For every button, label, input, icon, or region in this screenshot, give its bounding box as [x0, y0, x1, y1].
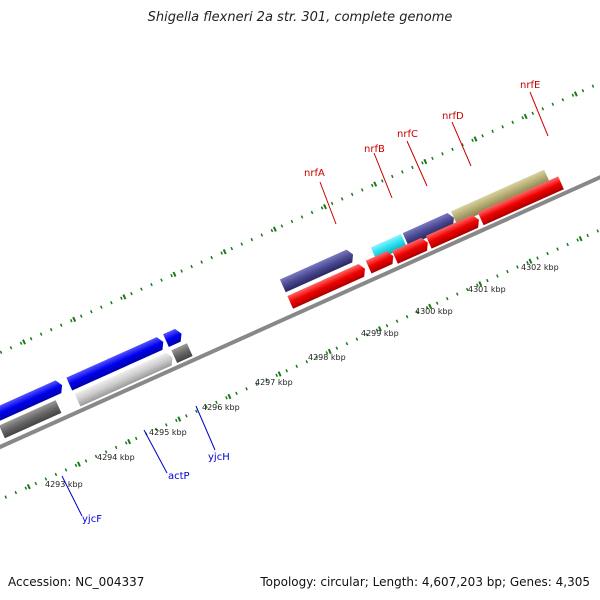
- blue-feature-1[interactable]: [0, 379, 65, 426]
- red-feature-2[interactable]: [365, 250, 396, 274]
- gene-label-nrfC[interactable]: nrfC: [397, 129, 418, 140]
- scale-label: 4295 kbp: [149, 428, 187, 437]
- genome-summary-text: Topology: circular; Length: 4,607,203 bp…: [260, 575, 590, 589]
- actP-feature[interactable]: [74, 351, 176, 407]
- tick-row-outer: [0, 72, 600, 395]
- red-feature-3[interactable]: [392, 236, 431, 264]
- tick-row-outer-major: [0, 71, 600, 396]
- map-title: Shigella flexneri 2a str. 301, complete …: [147, 10, 453, 25]
- gene-label-yjcH[interactable]: yjcH: [208, 452, 230, 463]
- scale-label: 4298 kbp: [308, 353, 346, 362]
- yjcF-feature[interactable]: [0, 400, 62, 439]
- gene-leaders: [61, 91, 549, 517]
- nrfC-feature-cyan[interactable]: [370, 233, 407, 261]
- scale-label: 4294 kbp: [97, 453, 135, 462]
- nrfD-feature[interactable]: [402, 211, 457, 246]
- scale-label: 4300 kbp: [415, 307, 453, 316]
- gene-label-actP[interactable]: actP: [168, 471, 190, 482]
- tick-row-inner-major: [0, 193, 600, 518]
- gene-label-nrfB[interactable]: nrfB: [364, 144, 385, 155]
- red-feature-5[interactable]: [477, 176, 564, 226]
- gene-label-nrfE[interactable]: nrfE: [520, 80, 540, 91]
- gene-labels: nrfA nrfB nrfC nrfD nrfE yjcF actP yjcH: [82, 80, 540, 525]
- nrfA-feature[interactable]: [279, 248, 356, 293]
- gene-label-nrfD[interactable]: nrfD: [442, 111, 464, 122]
- scale-label: 4299 kbp: [361, 329, 399, 338]
- genome-backbone: [0, 150, 600, 474]
- red-feature-4[interactable]: [425, 213, 482, 249]
- gene-label-yjcF[interactable]: yjcF: [82, 514, 102, 525]
- nrfE-feature[interactable]: [451, 169, 550, 225]
- scale-label: 4293 kbp: [45, 480, 83, 489]
- accession-text: Accession: NC_004337: [8, 575, 145, 589]
- gene-label-nrfA[interactable]: nrfA: [304, 168, 325, 179]
- scale-label: 4301 kbp: [468, 285, 506, 294]
- red-feature-1[interactable]: [287, 262, 368, 309]
- scale-label: 4296 kbp: [202, 403, 240, 412]
- scale-label: 4297 kbp: [255, 378, 293, 387]
- scale-labels: 4293 kbp 4294 kbp 4295 kbp 4296 kbp 4297…: [45, 263, 559, 489]
- tick-row-inner: [0, 194, 600, 517]
- yjcH-feature[interactable]: [171, 343, 193, 364]
- scale-label: 4302 kbp: [521, 263, 559, 272]
- blue-feature-2[interactable]: [66, 335, 166, 391]
- blue-feature-3[interactable]: [163, 327, 184, 347]
